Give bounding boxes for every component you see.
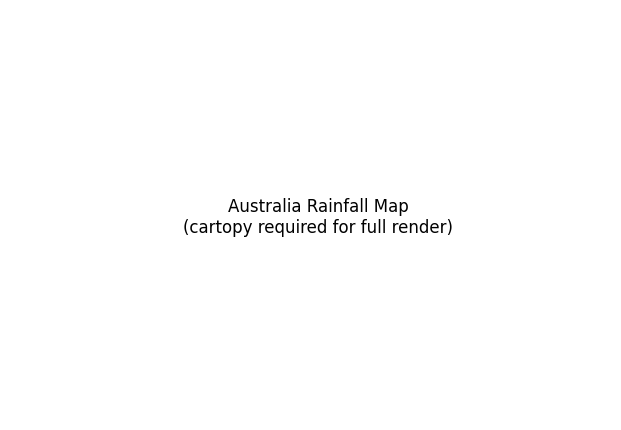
Text: Australia Rainfall Map
(cartopy required for full render): Australia Rainfall Map (cartopy required… xyxy=(183,198,453,237)
